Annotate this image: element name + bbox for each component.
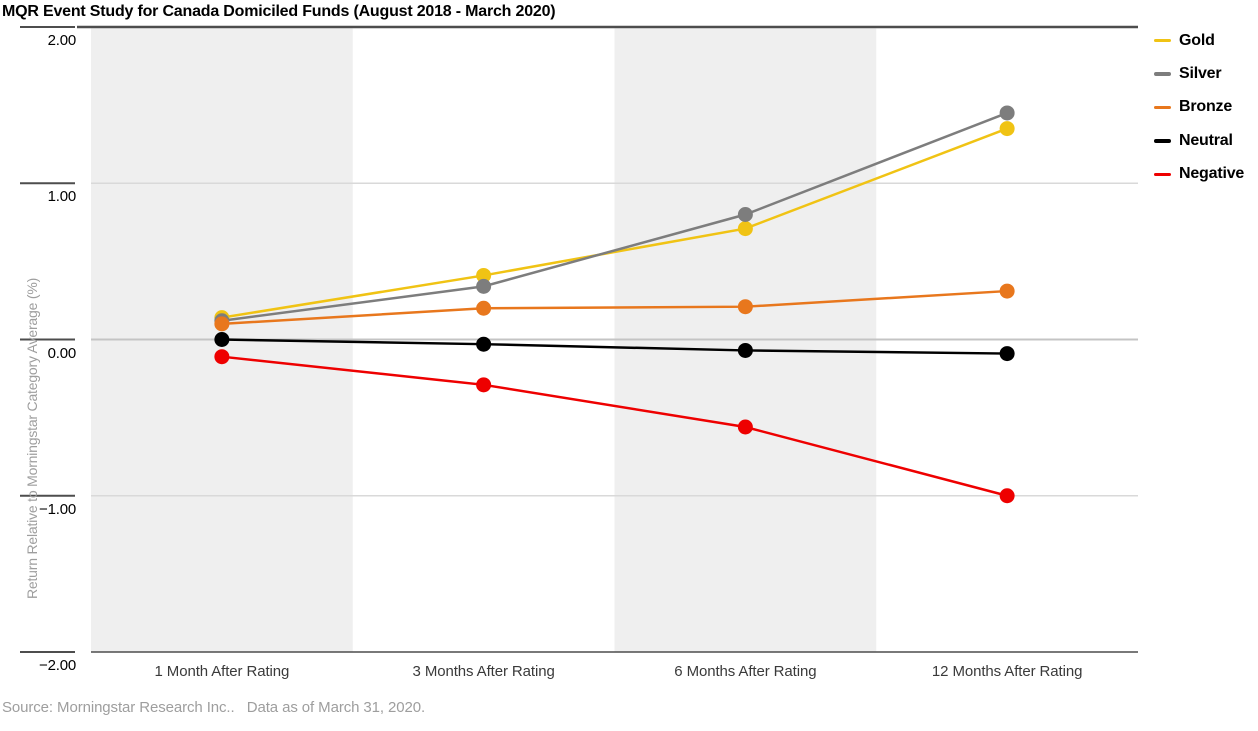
x-tick-label: 6 Months After Rating [674,663,817,680]
series-line-neutral [221,338,1008,355]
data-point-gold [476,267,492,283]
series-line-gold [221,127,1008,319]
legend-item-bronze: Bronze [1154,91,1244,124]
data-point-bronze [476,300,492,316]
source-note: Source: Morningstar Research Inc.. Data … [2,699,426,716]
x-tick-label: 3 Months After Rating [412,663,555,680]
data-point-bronze [999,283,1015,299]
legend-swatch-gold [1154,38,1171,43]
y-tick-label: 0.00 [47,344,77,362]
data-point-neutral [476,336,492,352]
y-tick-label: −1.00 [39,500,76,518]
legend-label: Gold [1179,31,1215,49]
data-point-gold [999,121,1015,137]
legend-item-negative: Negative [1154,158,1244,191]
y-tick-label: −2.00 [39,657,76,674]
data-point-negative [737,419,753,435]
y-tick-label: 1.00 [47,188,77,206]
data-point-bronze [214,316,230,332]
data-point-negative [999,488,1015,504]
data-point-gold [737,221,753,237]
legend-swatch-silver [1154,72,1171,76]
x-tick-label: 12 Months After Rating [931,663,1083,680]
series-line-negative [221,355,1008,497]
legend-item-silver: Silver [1154,57,1244,90]
legend: Gold Silver Bronze Neutral Negative [1154,24,1244,191]
legend-label: Bronze [1179,98,1233,116]
series-line-silver [221,111,1008,322]
data-point-neutral [214,332,230,347]
legend-item-gold: Gold [1154,24,1244,57]
chart-title: MQR Event Study for Canada Domiciled Fun… [2,3,556,20]
legend-label: Silver [1179,65,1222,83]
y-axis-title: Return Relative to Morningstar Category … [24,277,40,599]
data-point-neutral [737,342,753,358]
series-line-bronze [221,289,1008,326]
y-tick-label: 2.00 [47,32,77,49]
legend-label: Neutral [1179,131,1233,149]
legend-label: Negative [1179,165,1245,183]
data-point-neutral [999,346,1015,362]
data-point-negative [476,377,492,393]
data-point-bronze [737,299,753,315]
legend-item-neutral: Neutral [1154,124,1244,157]
legend-swatch-bronze [1154,105,1171,110]
data-point-negative [214,349,230,365]
data-point-silver [737,207,753,222]
legend-swatch-negative [1154,172,1171,176]
x-tick-label: 1 Month After Rating [154,663,290,680]
data-point-silver [999,105,1015,121]
data-point-silver [476,278,492,294]
legend-swatch-neutral [1154,139,1171,143]
